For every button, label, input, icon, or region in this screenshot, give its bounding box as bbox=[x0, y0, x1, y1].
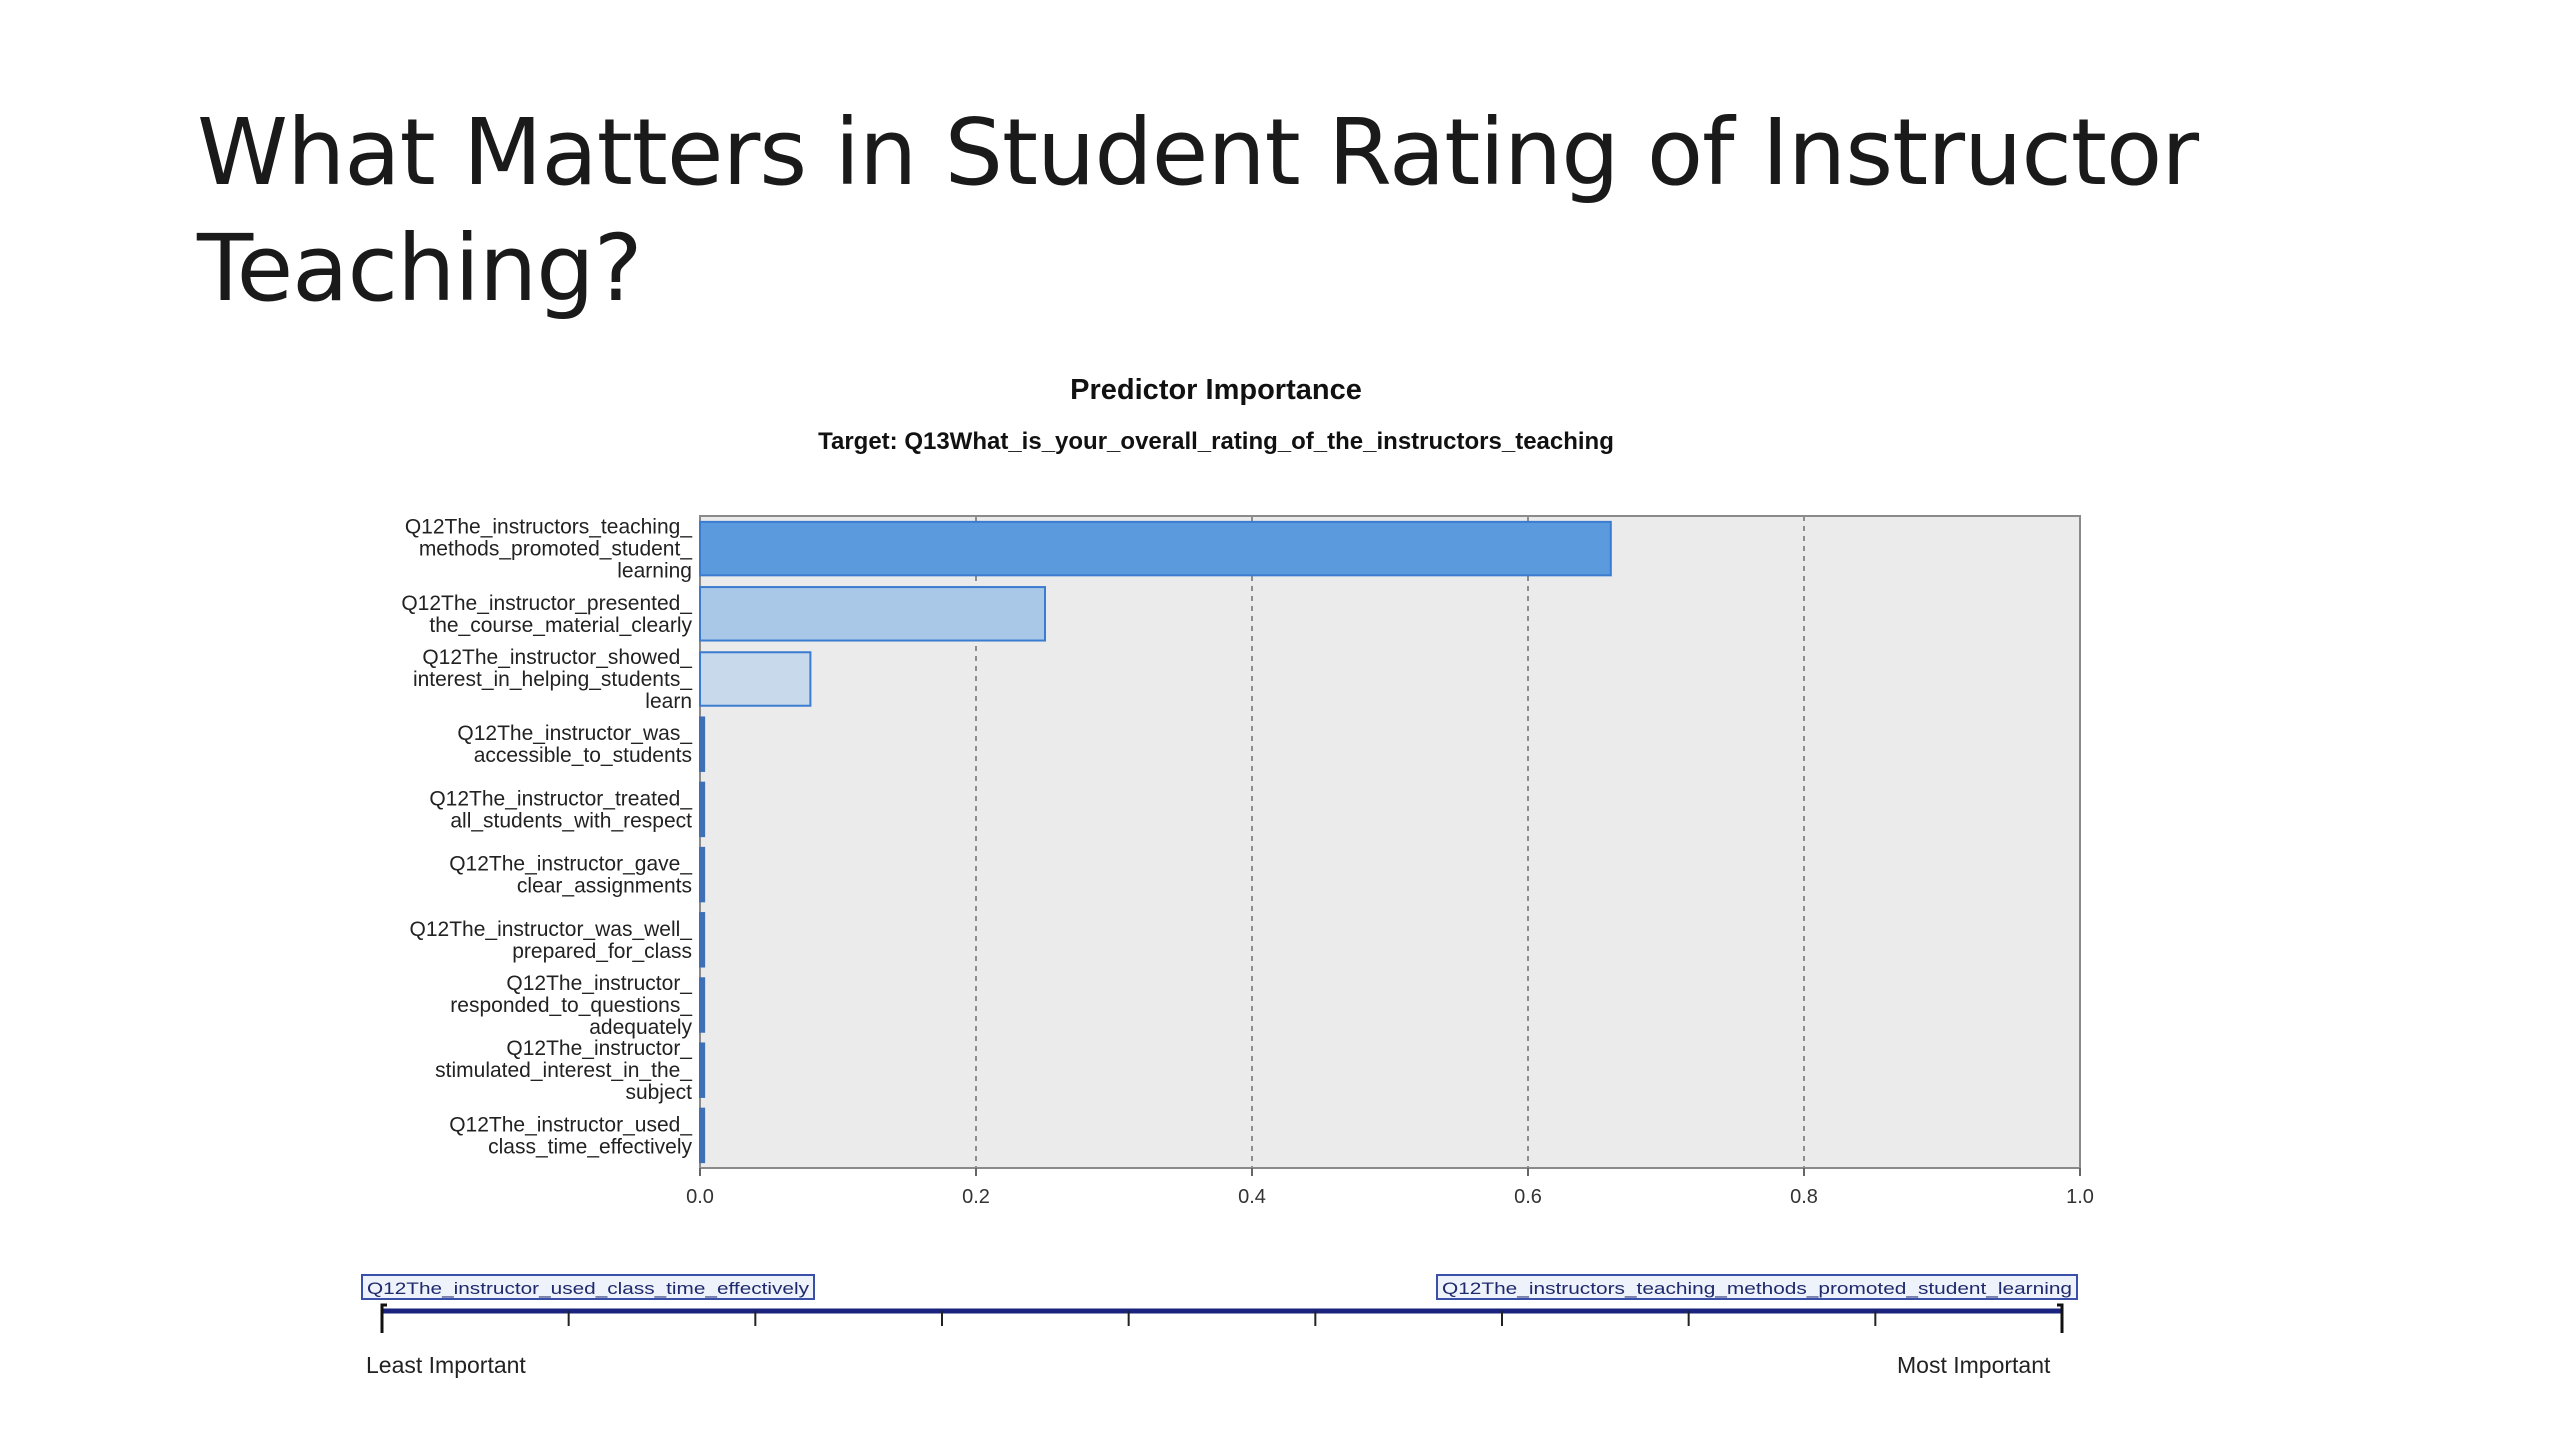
slide-title-line-2: Teaching? bbox=[197, 215, 643, 322]
category-label: stimulated_interest_in_the_ bbox=[435, 1059, 692, 1082]
x-axis-ticks: 0.0 0.2 0.4 0.6 0.8 1.0 bbox=[686, 1168, 2094, 1208]
bar bbox=[699, 586, 1046, 642]
category-label: Q12The_instructor_used_ bbox=[449, 1113, 692, 1136]
category-label: the_course_material_clearly bbox=[429, 614, 692, 637]
x-tick-label: 0.2 bbox=[962, 1186, 990, 1208]
category-label: Q12The_instructor_was_ bbox=[457, 722, 692, 745]
category-label: Q12The_instructor_presented_ bbox=[401, 592, 692, 615]
most-important-variable-box bbox=[1436, 1274, 2078, 1300]
category-label: interest_in_helping_students_ bbox=[413, 668, 692, 691]
most-important-variable-box-label: Q12The_instructors_teaching_methods_prom… bbox=[1442, 1279, 2072, 1298]
category-label: learning bbox=[617, 560, 692, 583]
grid-lines bbox=[975, 516, 1805, 1168]
bar bbox=[699, 1042, 706, 1098]
bar bbox=[699, 977, 706, 1033]
category-label: Q12The_instructor_treated_ bbox=[429, 787, 692, 810]
least-important-variable-box bbox=[361, 1274, 815, 1300]
chart-title: Predictor Importance bbox=[1070, 374, 1362, 406]
x-tick-label: 0.0 bbox=[686, 1186, 714, 1208]
bar bbox=[699, 846, 706, 903]
bar bbox=[699, 1107, 706, 1164]
category-label: subject bbox=[625, 1081, 692, 1104]
category-label: Q12The_instructor_showed_ bbox=[422, 646, 692, 669]
slide-title-line-1: What Matters in Student Rating of Instru… bbox=[197, 99, 2199, 206]
chart-subtitle: Target: Q13What_is_your_overall_rating_o… bbox=[818, 428, 1614, 455]
bar bbox=[699, 781, 706, 838]
category-label: accessible_to_students bbox=[474, 744, 692, 767]
category-label: responded_to_questions_ bbox=[450, 994, 692, 1017]
category-label: learn bbox=[645, 690, 692, 713]
category-label: adequately bbox=[589, 1016, 692, 1039]
slider-left-handle[interactable] bbox=[380, 1303, 387, 1333]
category-label: Q12The_instructor_gave_ bbox=[449, 853, 692, 876]
x-tick-label: 0.4 bbox=[1238, 1186, 1266, 1208]
x-tick-label: 0.6 bbox=[1514, 1186, 1542, 1208]
importance-slider: Q12The_instructor_used_class_time_effect… bbox=[361, 1274, 2078, 1333]
bar bbox=[699, 651, 812, 707]
category-label: prepared_for_class bbox=[512, 940, 692, 963]
category-label: Q12The_instructor_ bbox=[506, 1037, 692, 1060]
category-label: Q12The_instructor_was_well_ bbox=[410, 918, 693, 941]
bar bbox=[699, 912, 706, 968]
bar bbox=[699, 520, 1612, 577]
category-label: Q12The_instructor_ bbox=[506, 972, 692, 995]
x-tick-label: 0.8 bbox=[1790, 1186, 1818, 1208]
bar bbox=[699, 716, 706, 772]
slide-title: What Matters in Student Rating of Instru… bbox=[197, 95, 2397, 327]
least-important-variable-box-label: Q12The_instructor_used_class_time_effect… bbox=[367, 1279, 810, 1298]
category-label: class_time_effectively bbox=[488, 1135, 692, 1158]
category-label: Q12The_instructors_teaching_ bbox=[405, 516, 692, 539]
category-label: methods_promoted_student_ bbox=[419, 538, 693, 561]
category-label: clear_assignments bbox=[517, 875, 692, 898]
least-important-label: Least Important bbox=[366, 1352, 526, 1378]
x-tick-label: 1.0 bbox=[2066, 1186, 2094, 1208]
category-label: all_students_with_respect bbox=[450, 809, 692, 832]
most-important-label: Most Important bbox=[1897, 1352, 2051, 1378]
category-labels: Q12The_instructors_teaching_methods_prom… bbox=[401, 516, 692, 1159]
bars bbox=[699, 520, 1612, 1164]
slider-right-handle[interactable] bbox=[2057, 1303, 2064, 1333]
